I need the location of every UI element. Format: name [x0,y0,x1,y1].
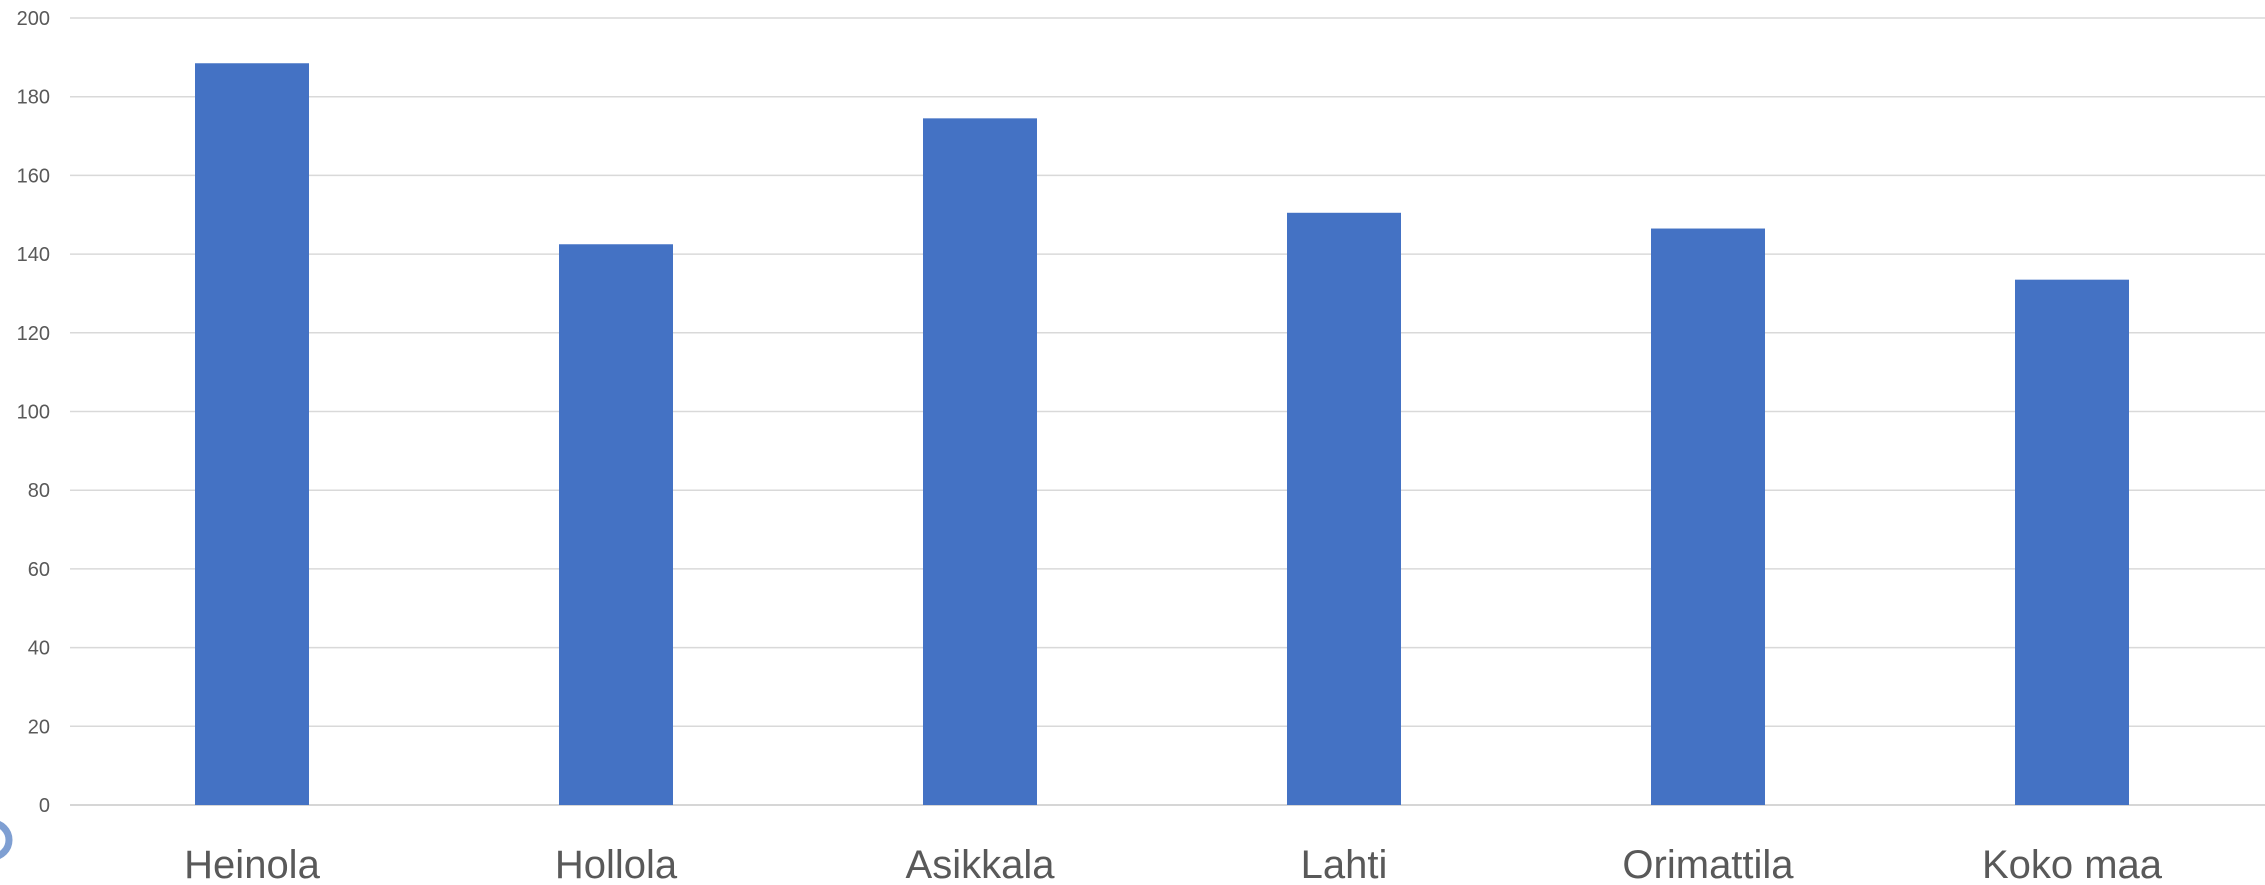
y-tick-label: 60 [28,559,50,581]
corner-circle-icon [0,821,13,859]
x-tick-label: Orimattila [1622,843,1794,885]
x-tick-label: Heinola [184,843,320,885]
bar [559,244,673,805]
y-tick-label: 120 [17,323,50,345]
x-axis-ticks: Heinola Hollola Asikkala Lahti Orimattila Kok… [184,843,2163,885]
bar [195,63,309,805]
y-tick-label: 20 [28,716,50,738]
bar [1287,212,1401,806]
gridlines [70,17,2265,806]
bars [195,63,2129,806]
bar [2015,279,2129,805]
y-tick-label: 100 [17,402,50,424]
x-tick-label: Asikkala [906,843,1056,885]
y-tick-label: 160 [17,165,50,187]
y-tick-label: 200 [17,8,50,30]
x-tick-label: Lahti [1301,843,1388,885]
y-tick-label: 180 [17,87,50,109]
y-axis-ticks: 0 20 40 60 80 100 120 140 160 180 200 [17,8,50,817]
bar [923,118,1037,805]
x-tick-label: Hollola [555,843,678,885]
y-tick-label: 40 [28,638,50,660]
y-tick-label: 80 [28,480,50,502]
x-tick-label: Koko maa [1982,843,2163,885]
bar [1651,228,1765,805]
y-tick-label: 140 [17,244,50,266]
y-tick-label: 0 [39,795,50,817]
